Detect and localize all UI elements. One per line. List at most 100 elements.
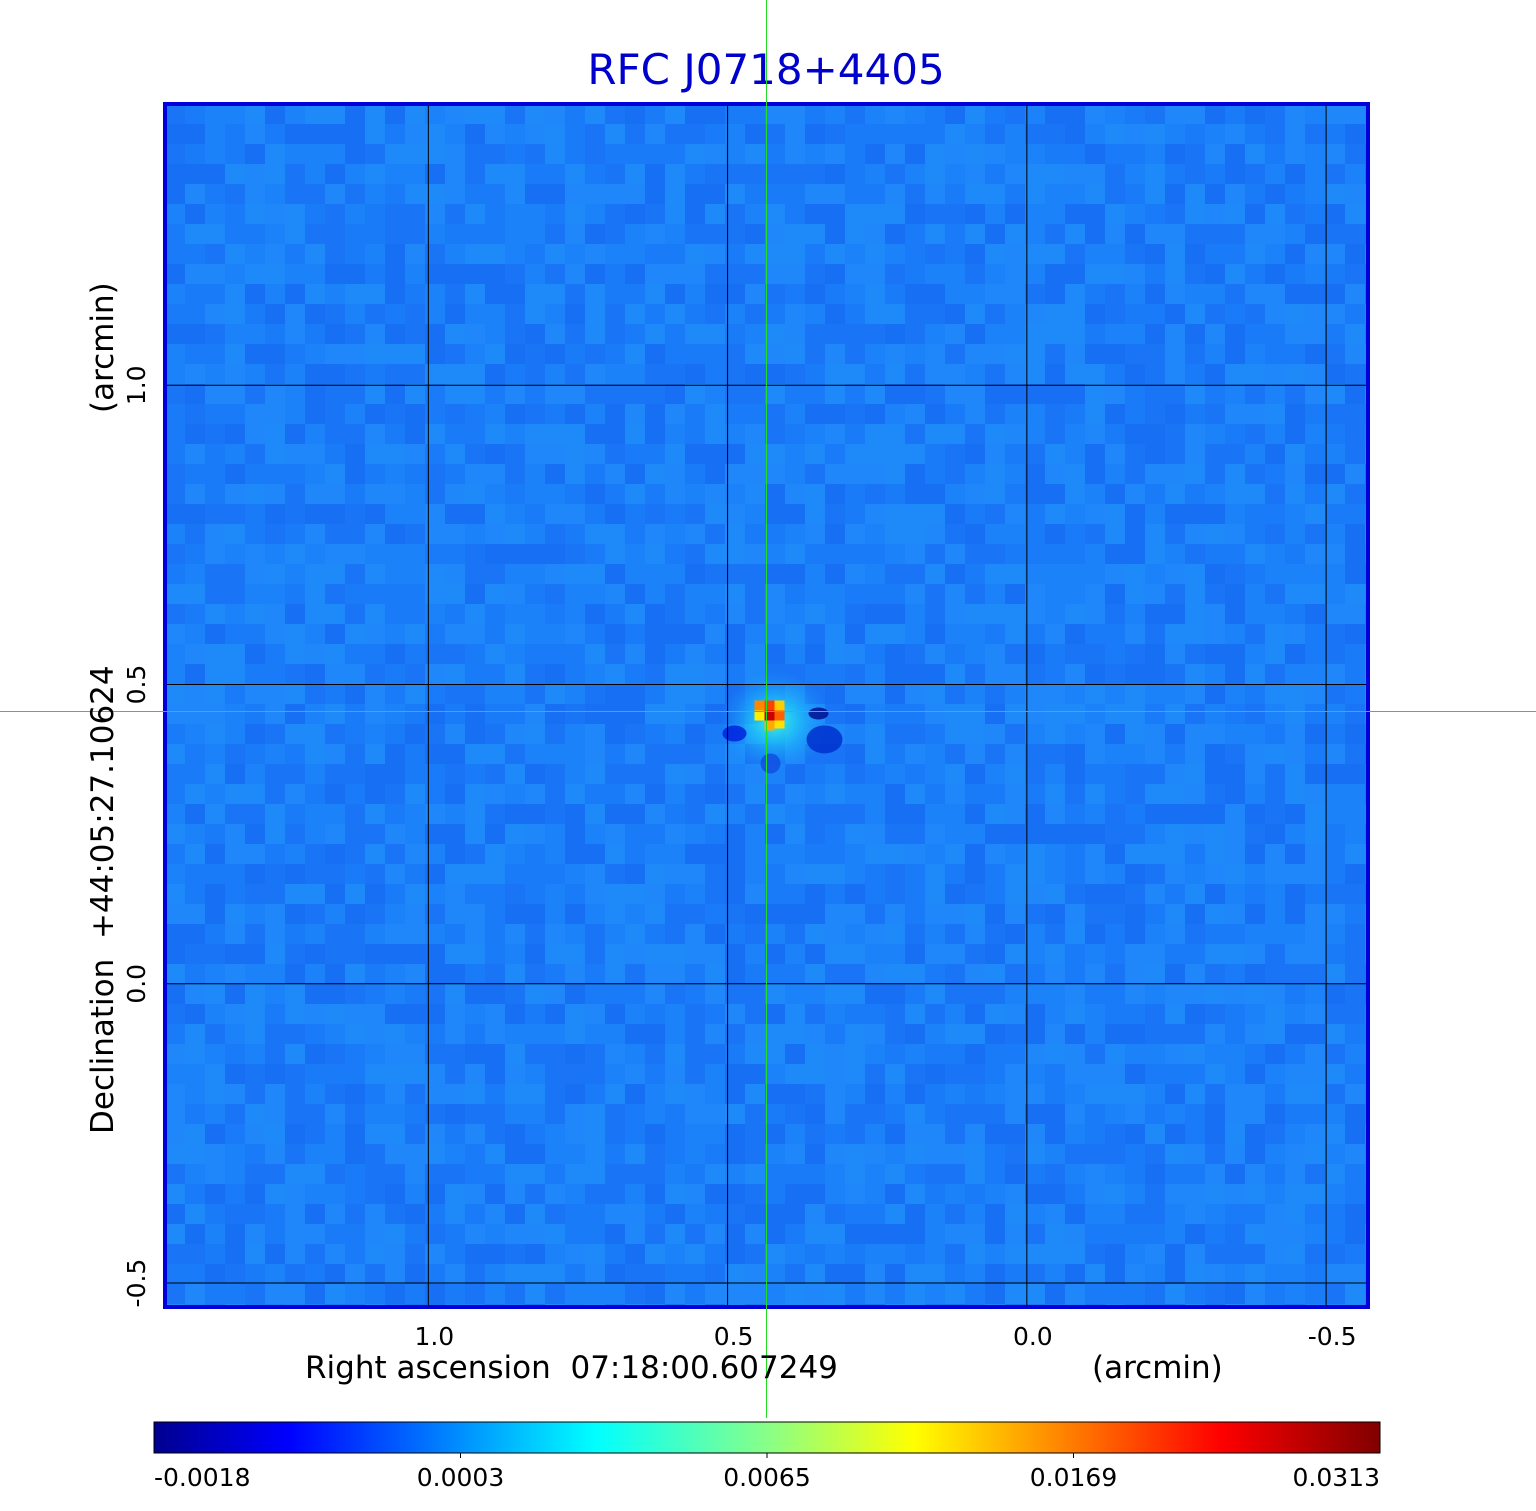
noise-cell: [805, 1284, 825, 1304]
noise-cell: [765, 204, 785, 224]
noise-cell: [745, 1024, 765, 1044]
noise-cell: [705, 944, 725, 964]
noise-cell: [505, 284, 525, 304]
noise-cell: [165, 1044, 185, 1064]
noise-cell: [765, 1184, 785, 1204]
noise-cell: [1305, 904, 1325, 924]
noise-cell: [885, 124, 905, 144]
noise-cell: [985, 1144, 1005, 1164]
noise-cell: [185, 1244, 205, 1264]
noise-cell: [645, 264, 665, 284]
noise-cell: [1205, 264, 1225, 284]
noise-cell: [585, 984, 605, 1004]
noise-cell: [165, 244, 185, 264]
noise-cell: [985, 184, 1005, 204]
noise-cell: [1265, 1284, 1285, 1304]
noise-cell: [185, 104, 205, 124]
noise-cell: [245, 1024, 265, 1044]
noise-cell: [1325, 764, 1345, 784]
noise-cell: [245, 944, 265, 964]
noise-cell: [165, 224, 185, 244]
noise-cell: [685, 1084, 705, 1104]
noise-cell: [585, 664, 605, 684]
noise-cell: [1045, 184, 1065, 204]
noise-cell: [765, 644, 785, 664]
noise-cell: [1325, 544, 1345, 564]
noise-cell: [445, 1164, 465, 1184]
noise-cell: [265, 984, 285, 1004]
noise-cell: [845, 924, 865, 944]
noise-cell: [865, 264, 885, 284]
noise-cell: [405, 1004, 425, 1024]
noise-cell: [1225, 464, 1245, 484]
noise-cell: [285, 204, 305, 224]
noise-cell: [345, 424, 365, 444]
noise-cell: [945, 864, 965, 884]
noise-cell: [545, 1024, 565, 1044]
noise-cell: [1265, 444, 1285, 464]
noise-cell: [185, 964, 205, 984]
noise-cell: [665, 684, 685, 704]
noise-cell: [1085, 644, 1105, 664]
noise-cell: [545, 924, 565, 944]
noise-cell: [185, 544, 205, 564]
noise-cell: [1045, 1244, 1065, 1264]
noise-cell: [525, 504, 545, 524]
noise-cell: [1205, 524, 1225, 544]
noise-cell: [825, 644, 845, 664]
noise-cell: [505, 1004, 525, 1024]
noise-cell: [645, 664, 665, 684]
y-tick-label: 1.0: [122, 365, 151, 405]
noise-cell: [385, 484, 405, 504]
noise-cell: [225, 1244, 245, 1264]
noise-cell: [1265, 884, 1285, 904]
noise-cell: [165, 284, 185, 304]
noise-cell: [1045, 704, 1065, 724]
noise-cell: [1145, 644, 1165, 664]
noise-cell: [1045, 484, 1065, 504]
noise-cell: [665, 304, 685, 324]
noise-cell: [625, 744, 645, 764]
noise-cell: [225, 604, 245, 624]
noise-cell: [1185, 624, 1205, 644]
noise-cell: [985, 804, 1005, 824]
noise-cell: [205, 1064, 225, 1084]
noise-cell: [805, 224, 825, 244]
noise-cell: [945, 584, 965, 604]
noise-cell: [305, 1164, 325, 1184]
noise-cell: [805, 1244, 825, 1264]
noise-cell: [785, 304, 805, 324]
noise-cell: [1205, 424, 1225, 444]
noise-cell: [665, 364, 685, 384]
noise-cell: [1225, 1204, 1245, 1224]
noise-cell: [1025, 244, 1045, 264]
noise-cell: [1165, 1184, 1185, 1204]
noise-cell: [845, 904, 865, 924]
noise-cell: [205, 1244, 225, 1264]
noise-cell: [625, 1084, 645, 1104]
noise-cell: [245, 604, 265, 624]
noise-cell: [965, 944, 985, 964]
noise-cell: [945, 524, 965, 544]
noise-cell: [1325, 884, 1345, 904]
image-plot-area: [163, 102, 1370, 1309]
noise-cell: [1145, 724, 1165, 744]
noise-cell: [485, 164, 505, 184]
noise-cell: [545, 824, 565, 844]
noise-cell: [1145, 1044, 1165, 1064]
noise-cell: [245, 1144, 265, 1164]
noise-cell: [765, 964, 785, 984]
noise-cell: [1305, 344, 1325, 364]
noise-cell: [1245, 164, 1265, 184]
noise-cell: [745, 904, 765, 924]
noise-cell: [445, 664, 465, 684]
noise-cell: [845, 224, 865, 244]
noise-cell: [705, 684, 725, 704]
noise-cell: [1005, 1224, 1025, 1244]
noise-cell: [685, 1204, 705, 1224]
noise-cell: [1185, 1264, 1205, 1284]
noise-cell: [1185, 644, 1205, 664]
noise-cell: [1165, 604, 1185, 624]
noise-cell: [385, 1084, 405, 1104]
noise-cell: [245, 664, 265, 684]
